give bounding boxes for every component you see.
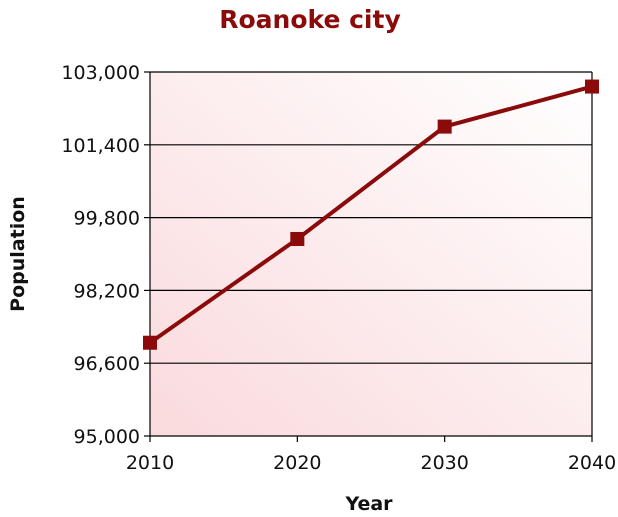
- x-tick-label: 2030: [420, 452, 468, 474]
- y-tick-label: 99,800: [74, 208, 140, 230]
- x-axis-title: Year: [344, 493, 393, 515]
- axes: [144, 71, 593, 442]
- x-tick-label: 2020: [273, 452, 321, 474]
- y-tick-label: 103,000: [61, 62, 140, 84]
- x-tick-label: 2010: [126, 452, 174, 474]
- y-tick-label: 98,200: [74, 280, 140, 302]
- plot-area: [150, 72, 592, 436]
- x-tick-label: 2040: [568, 452, 616, 474]
- data-point-marker: [585, 79, 599, 94]
- series: [143, 79, 599, 350]
- y-tick-label: 95,000: [74, 426, 140, 448]
- data-point-marker: [290, 231, 305, 246]
- tick-labels: 95,000 96,600 98,200 99,800 101,400 103,000 20…: [61, 62, 616, 474]
- y-axis-title: Population: [7, 196, 29, 312]
- chart-title: Roanoke city: [219, 5, 401, 34]
- data-point-marker: [437, 119, 452, 134]
- data-point-marker: [143, 335, 157, 350]
- y-tick-label: 101,400: [61, 135, 140, 157]
- series-line: [148, 84, 593, 345]
- y-tick-label: 96,600: [74, 353, 140, 375]
